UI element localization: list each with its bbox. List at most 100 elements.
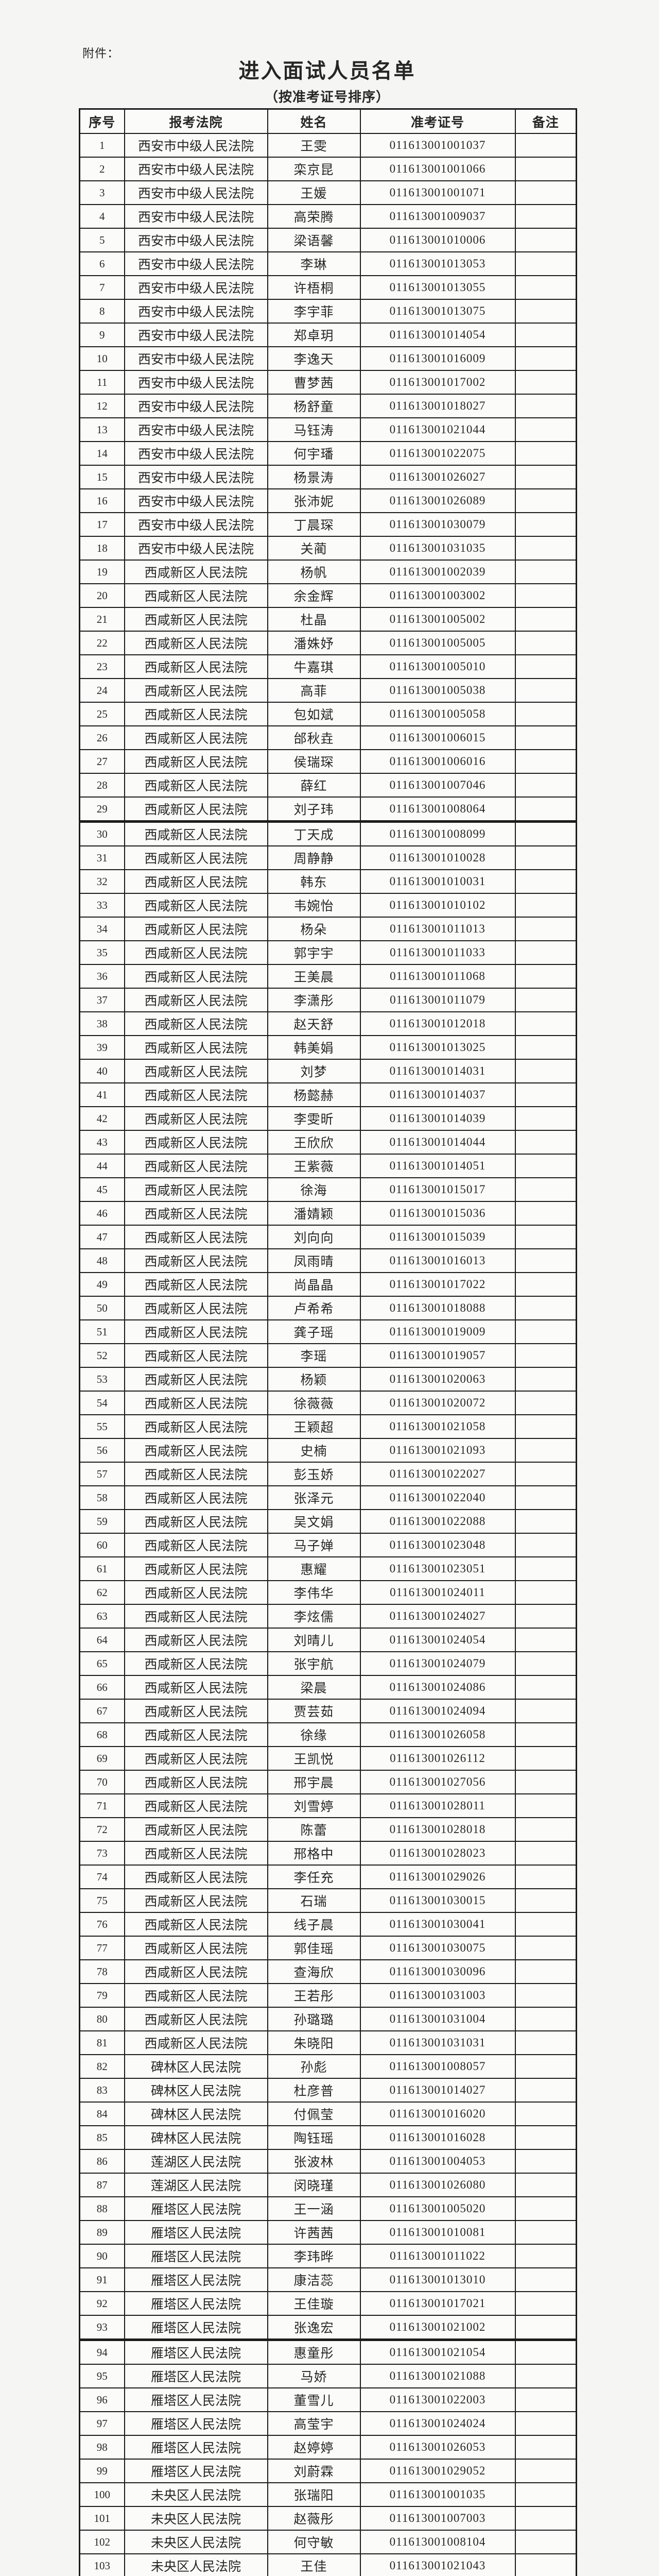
cell-name: 赵天舒 [267,1011,361,1036]
cell-name: 刘梦 [267,1059,361,1083]
cell-remark [514,2078,577,2103]
cell-serial: 16 [79,488,125,513]
cell-ticket-number: 011613001013025 [359,1035,516,1060]
table-row: 44 西咸新区人民法院 王紫薇 011613001014051 [79,1154,577,1178]
cell-remark [514,964,577,989]
cell-remark [514,749,577,774]
cell-name: 孙彪 [267,2054,361,2079]
table-row: 10 西安市中级人民法院 李逸天 011613001016009 [79,346,577,371]
table-row: 9 西安市中级人民法院 郑卓玥 011613001014054 [79,323,577,347]
cell-name: 王佳 [267,2553,361,2576]
cell-remark [514,2315,577,2341]
cell-ticket-number: 011613001030096 [359,1959,516,1984]
cell-remark [514,1675,577,1700]
cell-court: 西咸新区人民法院 [124,1580,268,1605]
cell-court: 西安市中级人民法院 [124,346,268,371]
cell-serial: 53 [79,1367,125,1392]
table-row: 83 碑林区人民法院 杜彦普 011613001014027 [79,2078,577,2103]
table-row: 28 西咸新区人民法院 薛红 011613001007046 [79,773,577,798]
cell-court: 雁塔区人民法院 [124,2291,268,2316]
cell-court: 西咸新区人民法院 [124,893,268,918]
cell-name: 尚晶晶 [267,1272,361,1297]
cell-serial: 86 [79,2149,125,2174]
table-row: 76 西咸新区人民法院 线子晨 011613001030041 [79,1912,577,1937]
table-row: 48 西咸新区人民法院 凤雨晴 011613001016013 [79,1248,577,1273]
cell-serial: 102 [79,2530,125,2554]
cell-remark [514,1319,577,1344]
table-row: 72 西咸新区人民法院 陈蕾 011613001028018 [79,1817,577,1842]
cell-remark [514,465,577,489]
header-remark: 备注 [514,108,577,134]
cell-name: 李玮晔 [267,2244,361,2268]
cell-ticket-number: 011613001022088 [359,1509,516,1534]
table-row: 14 西安市中级人民法院 何宇璠 011613001022075 [79,441,577,466]
cell-ticket-number: 011613001011022 [359,2244,516,2268]
cell-name: 王佳璇 [267,2291,361,2316]
cell-serial: 62 [79,1580,125,1605]
cell-court: 雁塔区人民法院 [124,2338,268,2365]
cell-remark [514,1343,577,1368]
cell-remark [514,1201,577,1226]
cell-ticket-number: 011613001003002 [359,583,516,608]
cell-serial: 49 [79,1272,125,1297]
cell-ticket-number: 011613001010028 [359,845,516,870]
cell-serial: 87 [79,2173,125,2197]
table-row: 82 碑林区人民法院 孙彪 011613001008057 [79,2054,577,2079]
cell-remark [514,2387,577,2412]
cell-court: 西咸新区人民法院 [124,1793,268,1818]
table-row: 33 西咸新区人民法院 韦婉怡 011613001010102 [79,893,577,918]
cell-remark [514,1556,577,1581]
cell-name: 张泽元 [267,1485,361,1510]
cell-ticket-number: 011613001013010 [359,2267,516,2292]
cell-serial: 100 [79,2482,125,2507]
cell-serial: 55 [79,1414,125,1439]
cell-ticket-number: 011613001022040 [359,1485,516,1510]
cell-name: 凤雨晴 [267,1248,361,1273]
cell-serial: 80 [79,2007,125,2031]
cell-name: 刘子玮 [267,796,361,822]
cell-serial: 3 [79,180,125,205]
cell-serial: 50 [79,1296,125,1320]
cell-ticket-number: 011613001031003 [359,1983,516,2008]
header-row: 序号 报考法院 姓名 准考证号 备注 [79,108,577,134]
cell-serial: 51 [79,1319,125,1344]
cell-court: 西咸新区人民法院 [124,1462,268,1486]
cell-name: 吴文娟 [267,1509,361,1534]
cell-serial: 29 [79,796,125,822]
cell-ticket-number: 011613001026053 [359,2435,516,2460]
cell-remark [514,1888,577,1913]
cell-serial: 67 [79,1699,125,1723]
cell-court: 西咸新区人民法院 [124,1130,268,1155]
cell-ticket-number: 011613001005002 [359,607,516,632]
cell-remark [514,1485,577,1510]
cell-court: 西咸新区人民法院 [124,2007,268,2031]
cell-remark [514,1438,577,1463]
table-row: 26 西咸新区人民法院 邰秋垚 011613001006015 [79,725,577,750]
cell-serial: 94 [79,2338,125,2365]
cell-ticket-number: 011613001001066 [359,157,516,181]
cell-remark [514,180,577,205]
table-row: 93 雁塔区人民法院 张逸宏 011613001021002 [79,2315,577,2341]
cell-ticket-number: 011613001007046 [359,773,516,798]
cell-court: 西咸新区人民法院 [124,1106,268,1131]
cell-remark [514,157,577,181]
cell-ticket-number: 011613001030075 [359,1936,516,1960]
roster-body: 1 西安市中级人民法院 王雯 011613001001037 2 西安市中级人民法院 栾京昆… [79,133,577,2576]
table-row: 57 西咸新区人民法院 彭玉娇 011613001022027 [79,1462,577,1486]
cell-ticket-number: 011613001014039 [359,1106,516,1131]
cell-ticket-number: 011613001010102 [359,893,516,918]
cell-name: 杜彦普 [267,2078,361,2103]
cell-name: 惠耀 [267,1556,361,1581]
table-row: 62 西咸新区人民法院 李伟华 011613001024011 [79,1580,577,1605]
cell-name: 张沛妮 [267,488,361,513]
cell-ticket-number: 011613001031004 [359,2007,516,2031]
cell-court: 西咸新区人民法院 [124,1841,268,1866]
cell-name: 张瑞阳 [267,2482,361,2507]
table-row: 45 西咸新区人民法院 徐海 011613001015017 [79,1177,577,1202]
table-row: 20 西咸新区人民法院 余金辉 011613001003002 [79,583,577,608]
cell-remark [514,2196,577,2221]
cell-ticket-number: 011613001005058 [359,702,516,726]
cell-serial: 90 [79,2244,125,2268]
table-row: 50 西咸新区人民法院 卢希希 011613001018088 [79,1296,577,1320]
cell-ticket-number: 011613001008064 [359,796,516,822]
